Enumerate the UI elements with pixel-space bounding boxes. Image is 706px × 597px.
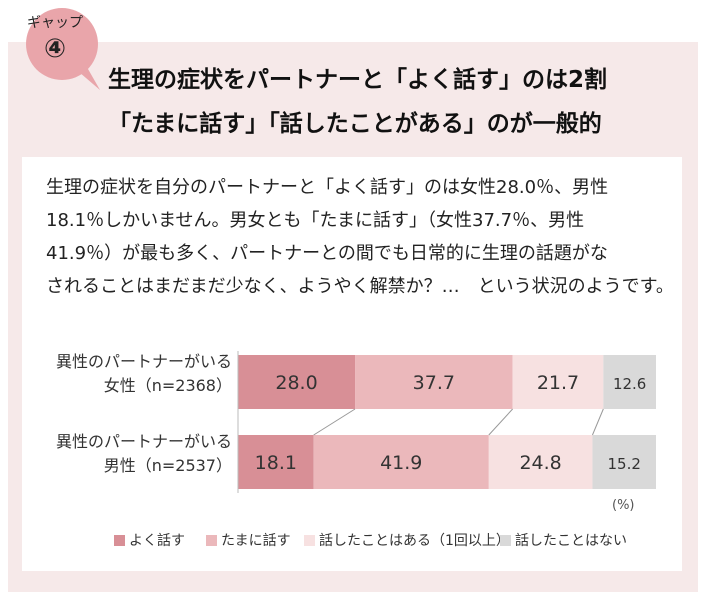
- legend-swatch: [500, 535, 511, 546]
- bar-segment: [313, 435, 489, 489]
- badge-label: ギャップ: [27, 15, 83, 31]
- legend-swatch: [114, 535, 125, 546]
- bar-segment: [603, 355, 656, 409]
- body-line: 生理の症状を自分のパートナーと「よく話す」のは女性28.0％、男性: [46, 177, 609, 198]
- data-label: 37.7: [413, 372, 455, 394]
- legend-item: たまに話す: [206, 530, 291, 550]
- legend-swatch: [206, 535, 217, 546]
- body-line: 18.1％しかいません。男女とも「たまに話す」（女性37.7％、男性: [46, 210, 585, 231]
- bar-segment: [238, 355, 356, 409]
- row-label-line: 異性のパートナーがいる: [55, 352, 232, 371]
- legend-label: 話したことはある（1回以上）: [319, 533, 510, 549]
- row-label-line: 女性（n=2368）: [103, 376, 232, 395]
- unit-label: (%): [612, 498, 635, 513]
- data-label: 24.8: [519, 452, 561, 474]
- data-label: 15.2: [608, 455, 641, 473]
- row-label-male: 異性のパートナーがいる 男性（n=2537）: [22, 430, 232, 478]
- legend: よく話す たまに話す 話したことはある（1回以上） 話したことはない: [114, 530, 674, 550]
- legend-label: たまに話す: [221, 533, 291, 549]
- connector-line: [488, 408, 513, 436]
- data-label: 28.0: [275, 372, 317, 394]
- bar-segment: [488, 435, 593, 489]
- legend-item: よく話す: [114, 530, 185, 550]
- data-label: 18.1: [255, 452, 297, 474]
- legend-label: 話したことはない: [515, 533, 627, 549]
- body-line: 41.9％）が最も多く、パートナーとの間でも日常的に生理の話題がな: [46, 243, 608, 264]
- row-label-female: 異性のパートナーがいる 女性（n=2368）: [22, 350, 232, 398]
- legend-swatch: [304, 535, 315, 546]
- speech-bubble-icon: [26, 8, 100, 90]
- data-label: 41.9: [380, 452, 422, 474]
- body-line: されることはまだまだ少なく、ようやく解禁か？… という状況のようです。: [46, 276, 674, 297]
- legend-label: よく話す: [129, 533, 185, 549]
- data-label: 21.7: [537, 372, 579, 394]
- row-label-line: 異性のパートナーがいる: [55, 432, 232, 451]
- headline-line-2: 「たまに話す」「話したことがある」のが一般的: [108, 111, 602, 137]
- legend-item: 話したことはない: [500, 530, 627, 550]
- bar-segment: [238, 435, 314, 489]
- body-text: 生理の症状を自分のパートナーと「よく話す」のは女性28.0％、男性 18.1％し…: [46, 171, 676, 303]
- row-label-line: 男性（n=2537）: [103, 456, 232, 475]
- data-label: 12.6: [613, 375, 646, 393]
- bar-segment: [355, 355, 513, 409]
- connector-line: [592, 408, 604, 436]
- bar-segment: [592, 435, 656, 489]
- connector-line: [313, 408, 356, 436]
- legend-item: 話したことはある（1回以上）: [304, 530, 510, 550]
- headline-line-1: 生理の症状をパートナーと「よく話す」のは2割: [108, 67, 608, 93]
- badge-number: ④: [43, 34, 66, 64]
- bar-segment: [512, 355, 604, 409]
